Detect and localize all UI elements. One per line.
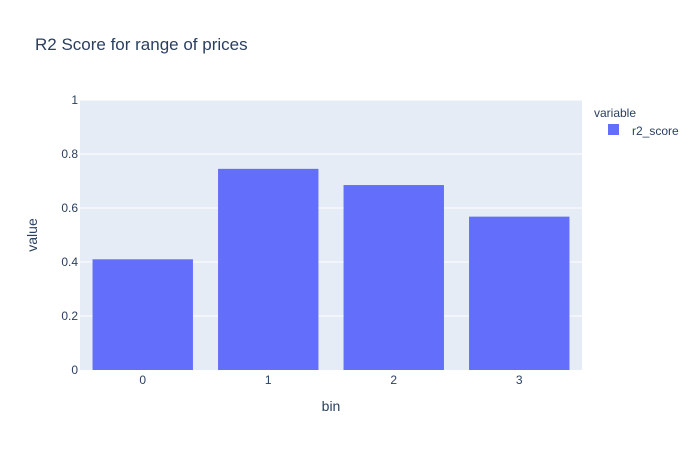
legend-item-r2-score[interactable]: r2_score bbox=[608, 124, 679, 138]
x-tick-label: 3 bbox=[516, 373, 523, 387]
bar[interactable] bbox=[469, 216, 570, 370]
x-tick-label: 2 bbox=[390, 373, 397, 387]
legend-item-label: r2_score bbox=[632, 124, 679, 138]
bar[interactable] bbox=[218, 168, 319, 370]
chart-title: R2 Score for range of prices bbox=[35, 35, 248, 54]
y-axis-ticks: 0 0.2 0.4 0.6 0.8 1 bbox=[61, 93, 78, 377]
bar[interactable] bbox=[92, 259, 193, 370]
x-axis-ticks: 0 1 2 3 bbox=[139, 373, 523, 387]
x-axis-title: bin bbox=[322, 398, 341, 414]
y-tick-label: 1 bbox=[71, 93, 78, 107]
y-tick-label: 0.2 bbox=[61, 309, 78, 323]
legend-title: variable bbox=[594, 106, 636, 120]
y-axis-title: value bbox=[24, 218, 40, 252]
legend-swatch bbox=[608, 124, 619, 135]
legend[interactable]: variable r2_score bbox=[594, 106, 679, 138]
y-tick-label: 0.6 bbox=[61, 201, 78, 215]
x-tick-label: 1 bbox=[265, 373, 272, 387]
bars bbox=[92, 168, 570, 370]
y-tick-label: 0 bbox=[71, 363, 78, 377]
y-tick-label: 0.4 bbox=[61, 255, 78, 269]
y-tick-label: 0.8 bbox=[61, 147, 78, 161]
x-tick-label: 0 bbox=[139, 373, 146, 387]
bar[interactable] bbox=[343, 185, 444, 370]
